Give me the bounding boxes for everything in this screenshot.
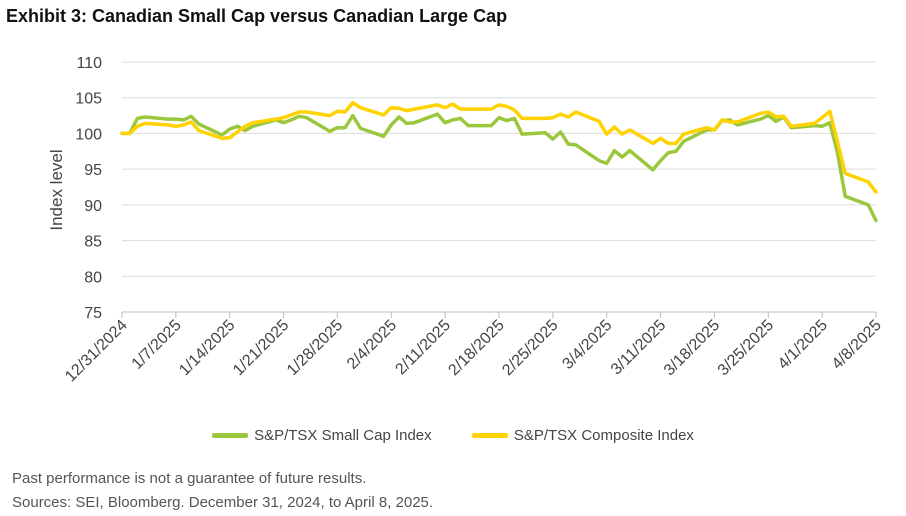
x-tick-label: 1/7/2025 [129,317,185,373]
y-tick-label: 110 [76,55,102,72]
y-axis-tick-labels: 75 80 85 90 95 100 105 110 [75,55,102,322]
y-tick-label: 100 [75,126,102,143]
legend-label-composite: S&P/TSX Composite Index [513,426,694,444]
x-tick-label: 12/31/2024 [62,317,131,386]
x-tick-label: 3/11/2025 [608,317,670,379]
series-lines [120,100,878,223]
x-tick-label: 2/4/2025 [344,317,400,373]
legend-item-small-cap: S&P/TSX Small Cap Index [212,427,432,444]
y-tick-label: 80 [84,269,102,286]
x-tick-label: 4/1/2025 [775,317,831,373]
y-tick-label: 90 [84,198,102,215]
x-tick-label: 3/25/2025 [715,317,777,379]
y-tick-label: 95 [84,162,102,179]
legend-label-small-cap: S&P/TSX Small Cap Index [254,426,432,444]
legend-swatch-composite [471,433,508,439]
y-tick-label: 105 [75,91,102,108]
gridlines [121,61,877,318]
x-tick-label: 1/28/2025 [284,317,346,379]
y-tick-label: 85 [84,234,102,251]
source-note: Sources: SEI, Bloomberg. December 31, 20… [12,494,434,511]
x-tick-label: 1/14/2025 [176,317,238,379]
chart-legend: S&P/TSX Small Cap Index S&P/TSX Composit… [0,426,906,444]
chart-title: Exhibit 3: Canadian Small Cap versus Can… [6,6,508,26]
footnote: Past performance is not a guarantee of f… [12,470,367,487]
x-tick-label: 4/8/2025 [829,317,885,373]
x-tick-label: 3/4/2025 [559,317,615,373]
x-tick-label: 3/18/2025 [661,317,723,379]
series-line-composite [120,100,878,194]
x-tick-label: 2/18/2025 [445,317,507,379]
y-axis-label: Index level [47,149,66,230]
legend-item-composite: S&P/TSX Composite Index [471,426,694,444]
x-tick-label: 1/21/2025 [230,317,292,379]
legend-swatch-small-cap [212,433,249,439]
x-tick-label: 2/11/2025 [392,317,454,379]
x-tick-label: 2/25/2025 [499,317,561,379]
y-tick-label: 75 [84,305,102,322]
x-axis-tick-labels: 12/31/20241/7/20251/14/20251/21/20251/28… [62,317,885,386]
